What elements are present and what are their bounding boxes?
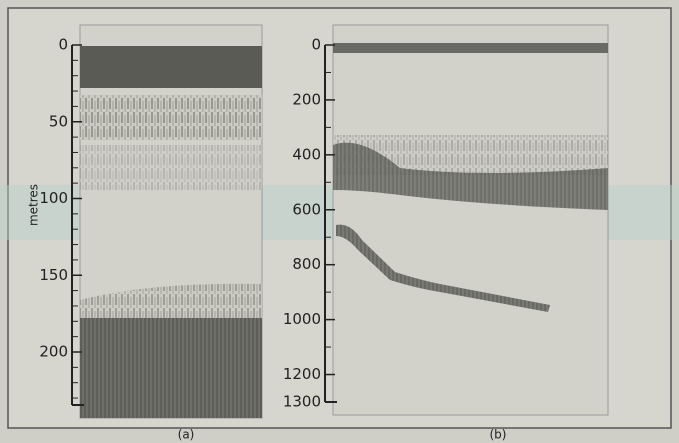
tick-label: 1000	[283, 310, 321, 328]
tick-label: 0	[58, 36, 68, 54]
axis-label: metres	[27, 184, 41, 226]
tick-label: 600	[292, 200, 321, 218]
caption-a: (a)	[178, 428, 195, 442]
echogram-b	[332, 24, 609, 416]
tick-label: 50	[49, 112, 68, 130]
tick-label: 800	[292, 255, 321, 273]
tick-label: 200	[292, 90, 321, 108]
caption-b: (b)	[490, 428, 507, 442]
tick-label: 0	[311, 36, 321, 54]
tick-label: 1300	[283, 392, 321, 410]
tick-label: 100	[39, 189, 68, 207]
tick-label: 400	[292, 145, 321, 163]
tick-label: 150	[39, 266, 68, 284]
tick-label: 200	[39, 343, 68, 361]
tick-label: 1200	[283, 365, 321, 383]
echogram-a	[79, 24, 263, 419]
